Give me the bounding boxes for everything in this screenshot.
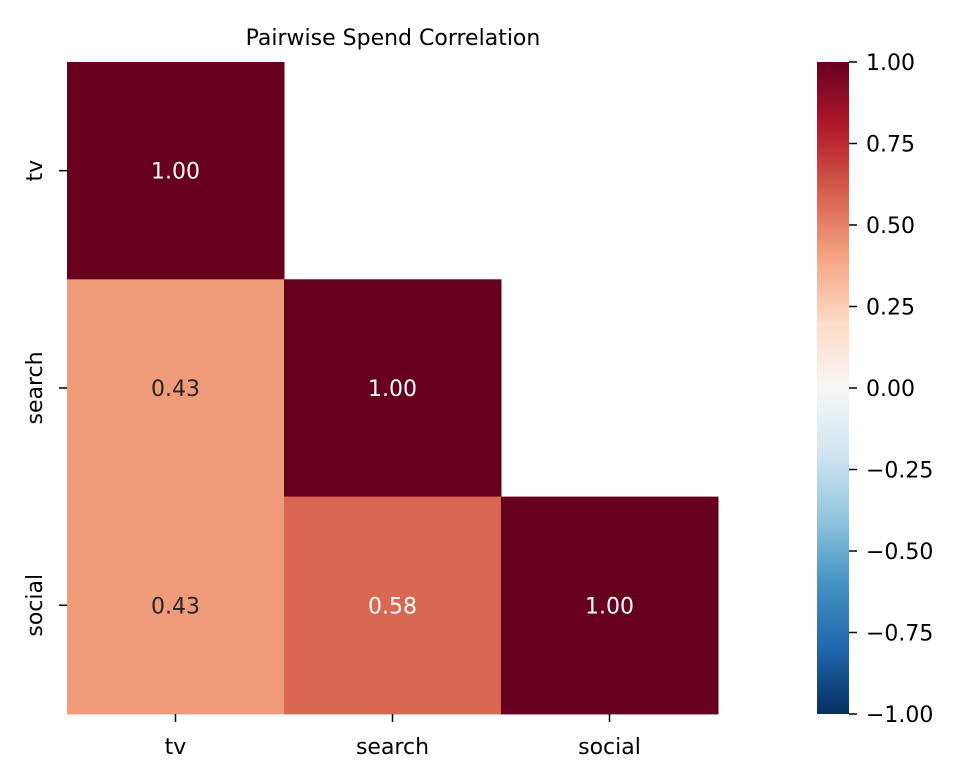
x-tick-label: search xyxy=(356,735,429,760)
cell-value-label: 0.43 xyxy=(151,594,200,619)
colorbar-tick-label: −0.75 xyxy=(866,622,933,647)
x-tick-label: social xyxy=(578,735,641,760)
colorbar-tick-label: 0.25 xyxy=(866,296,915,321)
colorbar-tick-label: 0.50 xyxy=(866,214,915,239)
cell-value-label: 1.00 xyxy=(368,377,417,402)
x-tick-label: tv xyxy=(165,735,187,760)
heatmap-cell xyxy=(67,279,285,498)
heatmap-cells: 1.00 0.43 1.00 0.43 0.58 1.00 xyxy=(67,62,719,715)
cell-value-label: 1.00 xyxy=(151,160,200,185)
colorbar xyxy=(817,62,849,714)
colorbar-tick-label: 0.00 xyxy=(866,377,915,402)
heatmap-cell xyxy=(284,279,502,498)
colorbar-ticks: 1.00 0.75 0.50 0.25 0.00 −0.25 −0.50 −0.75 −1.00 xyxy=(849,51,933,728)
heatmap-cell xyxy=(284,496,502,715)
colorbar-tick-label: −0.50 xyxy=(866,540,933,565)
cell-value-label: 0.58 xyxy=(368,594,417,619)
colorbar-tick-label: −0.25 xyxy=(866,459,933,484)
y-tick-label: search xyxy=(23,351,48,424)
heatmap-cell xyxy=(501,496,719,715)
colorbar-tick-label: −1.00 xyxy=(866,703,933,728)
y-tick-label: social xyxy=(23,574,48,637)
y-tick-label: tv xyxy=(23,160,48,182)
cell-value-label: 0.43 xyxy=(151,377,200,402)
cell-value-label: 1.00 xyxy=(585,594,634,619)
colorbar-tick-label: 1.00 xyxy=(866,51,915,76)
heatmap-cell xyxy=(67,496,285,715)
axes: tv search social tv search social xyxy=(23,160,641,760)
heatmap-cell xyxy=(67,62,285,280)
colorbar-tick-label: 0.75 xyxy=(866,133,915,158)
chart-title: Pairwise Spend Correlation xyxy=(246,26,541,51)
